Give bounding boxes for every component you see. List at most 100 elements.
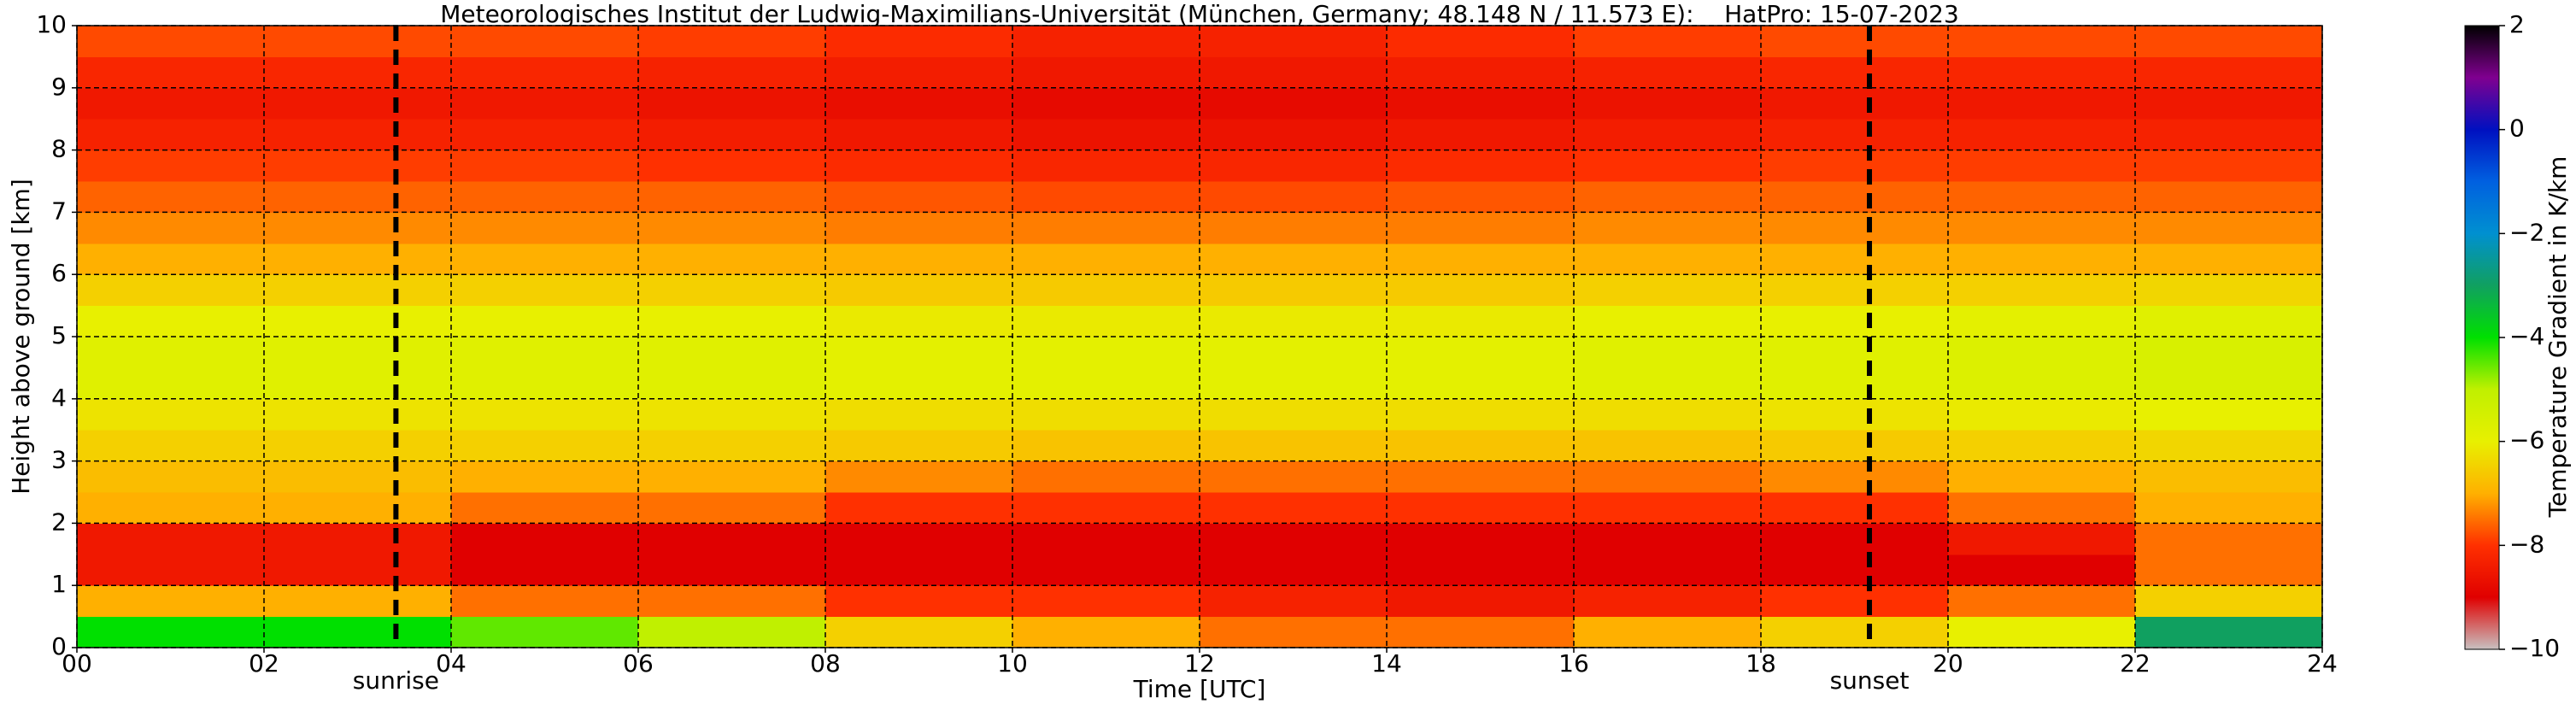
heatmap-cell bbox=[2135, 274, 2323, 307]
heatmap-cell bbox=[2135, 398, 2323, 431]
heatmap-cell bbox=[1200, 398, 1388, 431]
heatmap-cell bbox=[2135, 554, 2323, 586]
heatmap-cell bbox=[77, 274, 265, 307]
heatmap-cell bbox=[1948, 461, 2136, 493]
heatmap-cell bbox=[1574, 119, 1762, 151]
heatmap-cell bbox=[451, 119, 639, 151]
y-tick-label: 9 bbox=[51, 73, 67, 101]
heatmap-cell bbox=[1012, 181, 1200, 213]
heatmap-cell bbox=[264, 337, 452, 368]
heatmap-cell bbox=[638, 274, 826, 307]
heatmap-cell bbox=[1948, 56, 2136, 89]
heatmap-cell bbox=[1200, 337, 1388, 368]
heatmap-cell bbox=[264, 212, 452, 244]
heatmap-cell bbox=[1948, 87, 2136, 120]
heatmap-cell bbox=[638, 337, 826, 368]
heatmap-cell bbox=[2135, 243, 2323, 275]
heatmap-cell bbox=[1761, 56, 1949, 89]
heatmap-cell bbox=[264, 585, 452, 618]
heatmap-cell bbox=[451, 398, 639, 431]
heatmap-cell bbox=[1387, 119, 1575, 151]
heatmap-cell bbox=[1387, 212, 1575, 244]
heatmap-cell bbox=[825, 150, 1013, 182]
heatmap-cell bbox=[1948, 585, 2136, 618]
heatmap-cell bbox=[638, 181, 826, 213]
heatmap-cell bbox=[2135, 461, 2323, 493]
heatmap-cell bbox=[264, 150, 452, 182]
heatmap-cell bbox=[825, 461, 1013, 493]
heatmap-cell bbox=[1948, 398, 2136, 431]
heatmap-cell bbox=[1387, 585, 1575, 618]
heatmap-cell bbox=[1387, 26, 1575, 57]
heatmap-cell bbox=[264, 367, 452, 400]
heatmap-cell bbox=[1200, 150, 1388, 182]
heatmap-cell bbox=[825, 119, 1013, 151]
heatmap-cell bbox=[1761, 150, 1949, 182]
heatmap-cell bbox=[1012, 337, 1200, 368]
heatmap-cell bbox=[1387, 87, 1575, 120]
heatmap-cell bbox=[1200, 119, 1388, 151]
heatmap-cell bbox=[1574, 554, 1762, 586]
heatmap-cell bbox=[825, 523, 1013, 555]
heatmap-cell bbox=[1012, 26, 1200, 57]
heatmap-cell bbox=[77, 492, 265, 524]
heatmap-cell bbox=[1948, 181, 2136, 213]
heatmap-cell bbox=[77, 461, 265, 493]
heatmap-cell bbox=[264, 87, 452, 120]
heatmap-cell bbox=[1012, 150, 1200, 182]
heatmap-cell bbox=[1574, 492, 1762, 524]
y-tick-label: 6 bbox=[51, 259, 67, 287]
heatmap-cell bbox=[1387, 243, 1575, 275]
y-tick-label: 8 bbox=[51, 135, 67, 163]
heatmap-cell bbox=[1012, 585, 1200, 618]
heatmap-cell bbox=[1387, 523, 1575, 555]
heatmap-cell bbox=[1761, 212, 1949, 244]
heatmap-cell bbox=[264, 119, 452, 151]
heatmap-cell bbox=[1012, 243, 1200, 275]
colorbar-label: Temperature Gradient in K/km bbox=[2544, 156, 2572, 519]
heatmap-cell bbox=[825, 492, 1013, 524]
heatmap-cell bbox=[451, 305, 639, 337]
heatmap-cell bbox=[1200, 367, 1388, 400]
x-tick-label: 00 bbox=[62, 649, 92, 678]
heatmap-cell bbox=[264, 523, 452, 555]
heatmap-cell bbox=[1761, 398, 1949, 431]
heatmap-cell bbox=[1200, 461, 1388, 493]
heatmap-cell bbox=[1761, 337, 1949, 368]
heatmap-cell bbox=[1948, 430, 2136, 462]
heatmap-cell bbox=[1012, 56, 1200, 89]
heatmap-cell bbox=[2135, 212, 2323, 244]
heatmap-cell bbox=[1574, 337, 1762, 368]
heatmap-cell bbox=[451, 523, 639, 555]
heatmap-cell bbox=[451, 492, 639, 524]
heatmap-cell bbox=[77, 305, 265, 337]
chart-title: Meteorologisches Institut der Ludwig-Max… bbox=[440, 0, 1959, 28]
heatmap-cell bbox=[1761, 274, 1949, 307]
heatmap-cell bbox=[2135, 492, 2323, 524]
heatmap-cell bbox=[1761, 87, 1949, 120]
heatmap-cell bbox=[2135, 305, 2323, 337]
heatmap-cell bbox=[77, 523, 265, 555]
heatmap-cell bbox=[1012, 274, 1200, 307]
heatmap-cell bbox=[2135, 616, 2323, 648]
x-tick-label: 08 bbox=[810, 649, 841, 678]
heatmap-cell bbox=[825, 430, 1013, 462]
heatmap-cell bbox=[1387, 616, 1575, 648]
heatmap-cell bbox=[825, 87, 1013, 120]
heatmap-cell bbox=[1948, 305, 2136, 337]
y-tick-label: 5 bbox=[51, 321, 67, 349]
heatmap-cell bbox=[825, 554, 1013, 586]
heatmap-cell bbox=[638, 523, 826, 555]
heatmap-cell bbox=[1387, 56, 1575, 89]
heatmap-cell bbox=[1387, 150, 1575, 182]
colorbar-tick-label: −8 bbox=[2509, 530, 2544, 558]
heatmap-cell bbox=[1012, 461, 1200, 493]
heatmap-cell bbox=[1948, 367, 2136, 400]
colorbar-tick-label: −6 bbox=[2509, 426, 2544, 455]
heatmap-cell bbox=[264, 492, 452, 524]
heatmap-cell bbox=[451, 554, 639, 586]
heatmap-cell bbox=[77, 243, 265, 275]
heatmap-cell bbox=[1948, 554, 2136, 586]
heatmap-cell bbox=[264, 26, 452, 57]
y-tick-label: 1 bbox=[51, 570, 67, 598]
